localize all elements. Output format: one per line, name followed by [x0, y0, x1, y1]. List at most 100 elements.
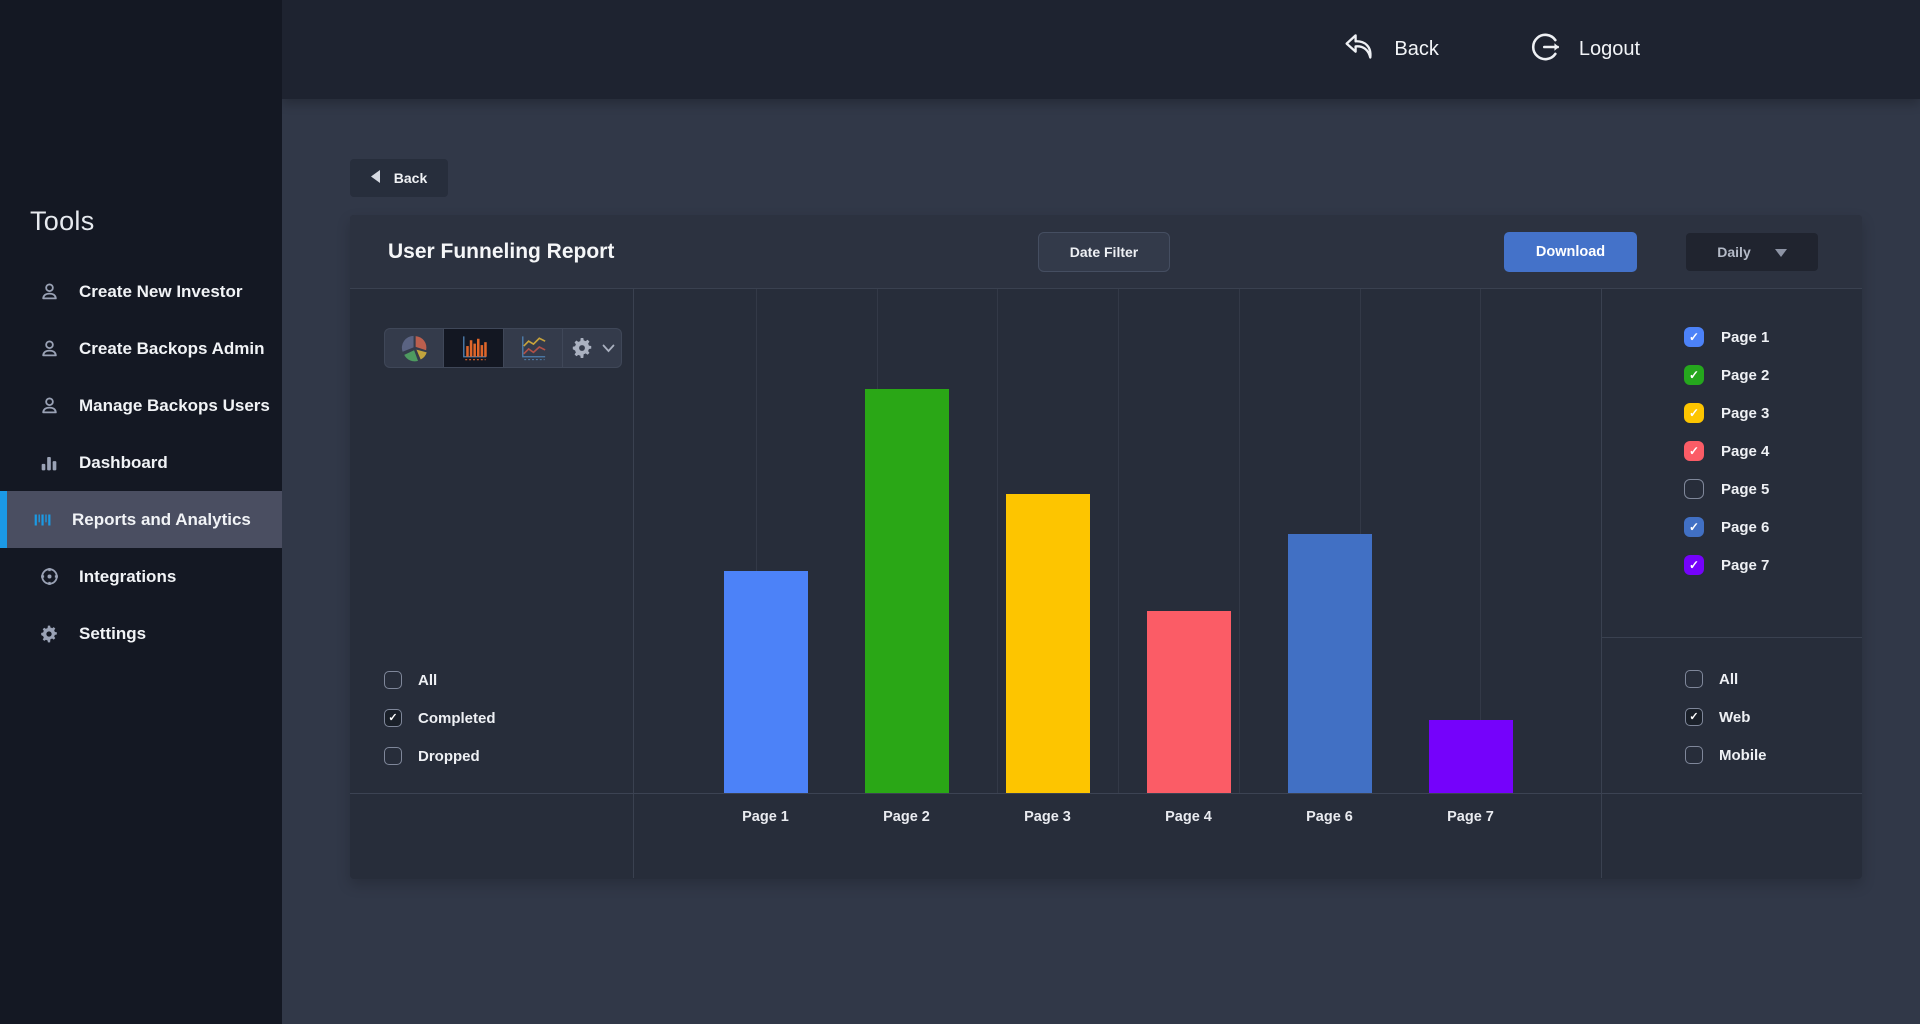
logout-icon	[1527, 29, 1563, 70]
filter-label: Web	[1719, 708, 1751, 726]
checkmark-icon: ✓	[1688, 444, 1700, 458]
report-header: User Funneling Report Date Filter Downlo…	[350, 215, 1862, 289]
chart-left-controls: All ✓ Completed Dropped	[350, 289, 634, 878]
user-icon	[37, 394, 61, 418]
web-checkbox[interactable]: ✓	[1685, 708, 1703, 726]
interval-select[interactable]: Daily	[1686, 233, 1818, 271]
bar-chart-icon	[37, 451, 61, 475]
settings-gear-icon	[569, 335, 595, 361]
back-triangle-icon	[370, 170, 380, 186]
bar-cell-page-4: Page 4	[1118, 289, 1259, 825]
sidebar-item-label: Create Backops Admin	[79, 338, 265, 358]
bar-page-3	[1005, 494, 1090, 793]
gridline	[1118, 289, 1119, 793]
report-title: User Funneling Report	[388, 239, 615, 263]
page-6-checkbox[interactable]: ✓	[1684, 517, 1704, 537]
bar-cell-page-2: Page 2	[836, 289, 977, 825]
page-5-checkbox[interactable]	[1684, 479, 1704, 499]
caret-down-icon	[1774, 244, 1787, 260]
back-button-label: Back	[393, 170, 428, 186]
bar-chart-button[interactable]	[444, 329, 504, 367]
page-3-checkbox[interactable]: ✓	[1684, 403, 1704, 423]
dropped-checkbox[interactable]	[384, 747, 402, 765]
filter-label: Page 7	[1721, 556, 1770, 574]
bar-cell-page-7: Page 7	[1400, 289, 1541, 825]
sidebar-item-create-backops-admin[interactable]: Create Backops Admin	[0, 320, 282, 377]
line-chart-button[interactable]	[504, 329, 563, 367]
user-icon	[37, 280, 61, 304]
sidebar-item-dashboard[interactable]: Dashboard	[0, 434, 282, 491]
filter-label: Page 3	[1721, 404, 1770, 422]
x-axis-label: Page 1	[742, 809, 789, 825]
sidebar-item-label: Reports and Analytics	[72, 509, 251, 529]
date-filter-button[interactable]: Date Filter	[1038, 232, 1170, 272]
checkmark-icon: ✓	[1688, 520, 1700, 534]
chart-right-controls: ✓ Page 1 ✓ Page 2 ✓ Page 3 ✓ Page 4 Page 5 ✓ Page …	[1601, 289, 1862, 878]
checkmark-icon: ✓	[1688, 330, 1700, 344]
filter-row-all: All	[384, 661, 496, 699]
report-bars-icon	[30, 508, 54, 532]
topbar-back-button[interactable]: Back	[1340, 30, 1439, 69]
topbar-logout-button[interactable]: Logout	[1527, 29, 1640, 70]
sidebar-item-manage-backops-users[interactable]: Manage Backops Users	[0, 377, 282, 434]
bar-page-4	[1146, 611, 1231, 793]
bar-cell-page-3: Page 3	[977, 289, 1118, 825]
checkmark-icon: ✓	[1689, 710, 1699, 723]
sidebar-item-reports-and-analytics[interactable]: Reports and Analytics	[0, 491, 282, 548]
series-filter-list: All ✓ Completed Dropped	[384, 661, 496, 775]
filter-row-page-3: ✓ Page 3	[1684, 394, 1862, 432]
download-button[interactable]: Download	[1504, 232, 1637, 272]
all-checkbox[interactable]	[384, 671, 402, 689]
chart-settings-button[interactable]	[563, 329, 621, 367]
filter-row-page-4: ✓ Page 4	[1684, 432, 1862, 470]
filter-label: Completed	[418, 709, 496, 727]
filter-row-web: ✓ Web	[1685, 698, 1862, 736]
filter-row-page-5: Page 5	[1684, 470, 1862, 508]
completed-checkbox[interactable]: ✓	[384, 709, 402, 727]
back-button[interactable]: Back	[350, 159, 448, 197]
bar-page-7	[1428, 720, 1513, 793]
sidebar-item-integrations[interactable]: Integrations	[0, 548, 282, 605]
sidebar-item-label: Create New Investor	[79, 281, 243, 301]
all-checkbox[interactable]	[1685, 670, 1703, 688]
sidebar-item-settings[interactable]: Settings	[0, 605, 282, 662]
pie-chart-button[interactable]	[385, 329, 445, 367]
topbar-logout-label: Logout	[1578, 38, 1640, 60]
main-content: Back User Funneling Report Date Filter D…	[282, 99, 1920, 1024]
gridline	[1480, 289, 1482, 793]
filter-row-completed: ✓ Completed	[384, 699, 496, 737]
page-7-checkbox[interactable]: ✓	[1684, 555, 1704, 575]
x-axis-label: Page 7	[1447, 809, 1494, 825]
x-axis-label: Page 6	[1306, 809, 1353, 825]
bar-cell-page-6: Page 6	[1259, 289, 1400, 825]
bar-page-2	[864, 389, 949, 793]
page-2-checkbox[interactable]: ✓	[1684, 365, 1704, 385]
sidebar-item-create-new-investor[interactable]: Create New Investor	[0, 263, 282, 320]
filter-label: Page 4	[1721, 442, 1770, 460]
sidebar-item-label: Manage Backops Users	[79, 395, 270, 415]
pie-chart-icon	[399, 333, 430, 364]
filter-label: Page 5	[1721, 480, 1770, 498]
filter-label: Page 6	[1721, 518, 1770, 536]
sidebar-item-label: Integrations	[79, 566, 177, 586]
filter-label: All	[418, 671, 438, 689]
page-1-checkbox[interactable]: ✓	[1684, 327, 1704, 347]
checkmark-icon: ✓	[388, 711, 398, 724]
bar-page-1	[723, 571, 808, 793]
filter-row-page-1: ✓ Page 1	[1684, 318, 1862, 356]
page-filter-list: ✓ Page 1 ✓ Page 2 ✓ Page 3 ✓ Page 4 Page 5 ✓ Page …	[1602, 289, 1862, 638]
bar-graph-icon	[456, 333, 491, 363]
bar-page-6	[1287, 534, 1372, 793]
checkmark-icon: ✓	[1688, 406, 1700, 420]
page-4-checkbox[interactable]: ✓	[1684, 441, 1704, 461]
bar-cell-page-1: Page 1	[695, 289, 836, 825]
bars-container: Page 1 Page 2 Page 3 Page 4 Page 6 Page 7	[635, 289, 1601, 825]
integrations-icon	[37, 565, 61, 589]
topbar-back-label: Back	[1394, 38, 1439, 60]
filter-row-page-7: ✓ Page 7	[1684, 546, 1862, 584]
mobile-checkbox[interactable]	[1685, 746, 1703, 764]
plot-area: Page 1 Page 2 Page 3 Page 4 Page 6 Page 7	[635, 289, 1601, 825]
device-filter-list: All ✓ Web Mobile	[1602, 639, 1862, 774]
checkmark-icon: ✓	[1688, 368, 1700, 382]
